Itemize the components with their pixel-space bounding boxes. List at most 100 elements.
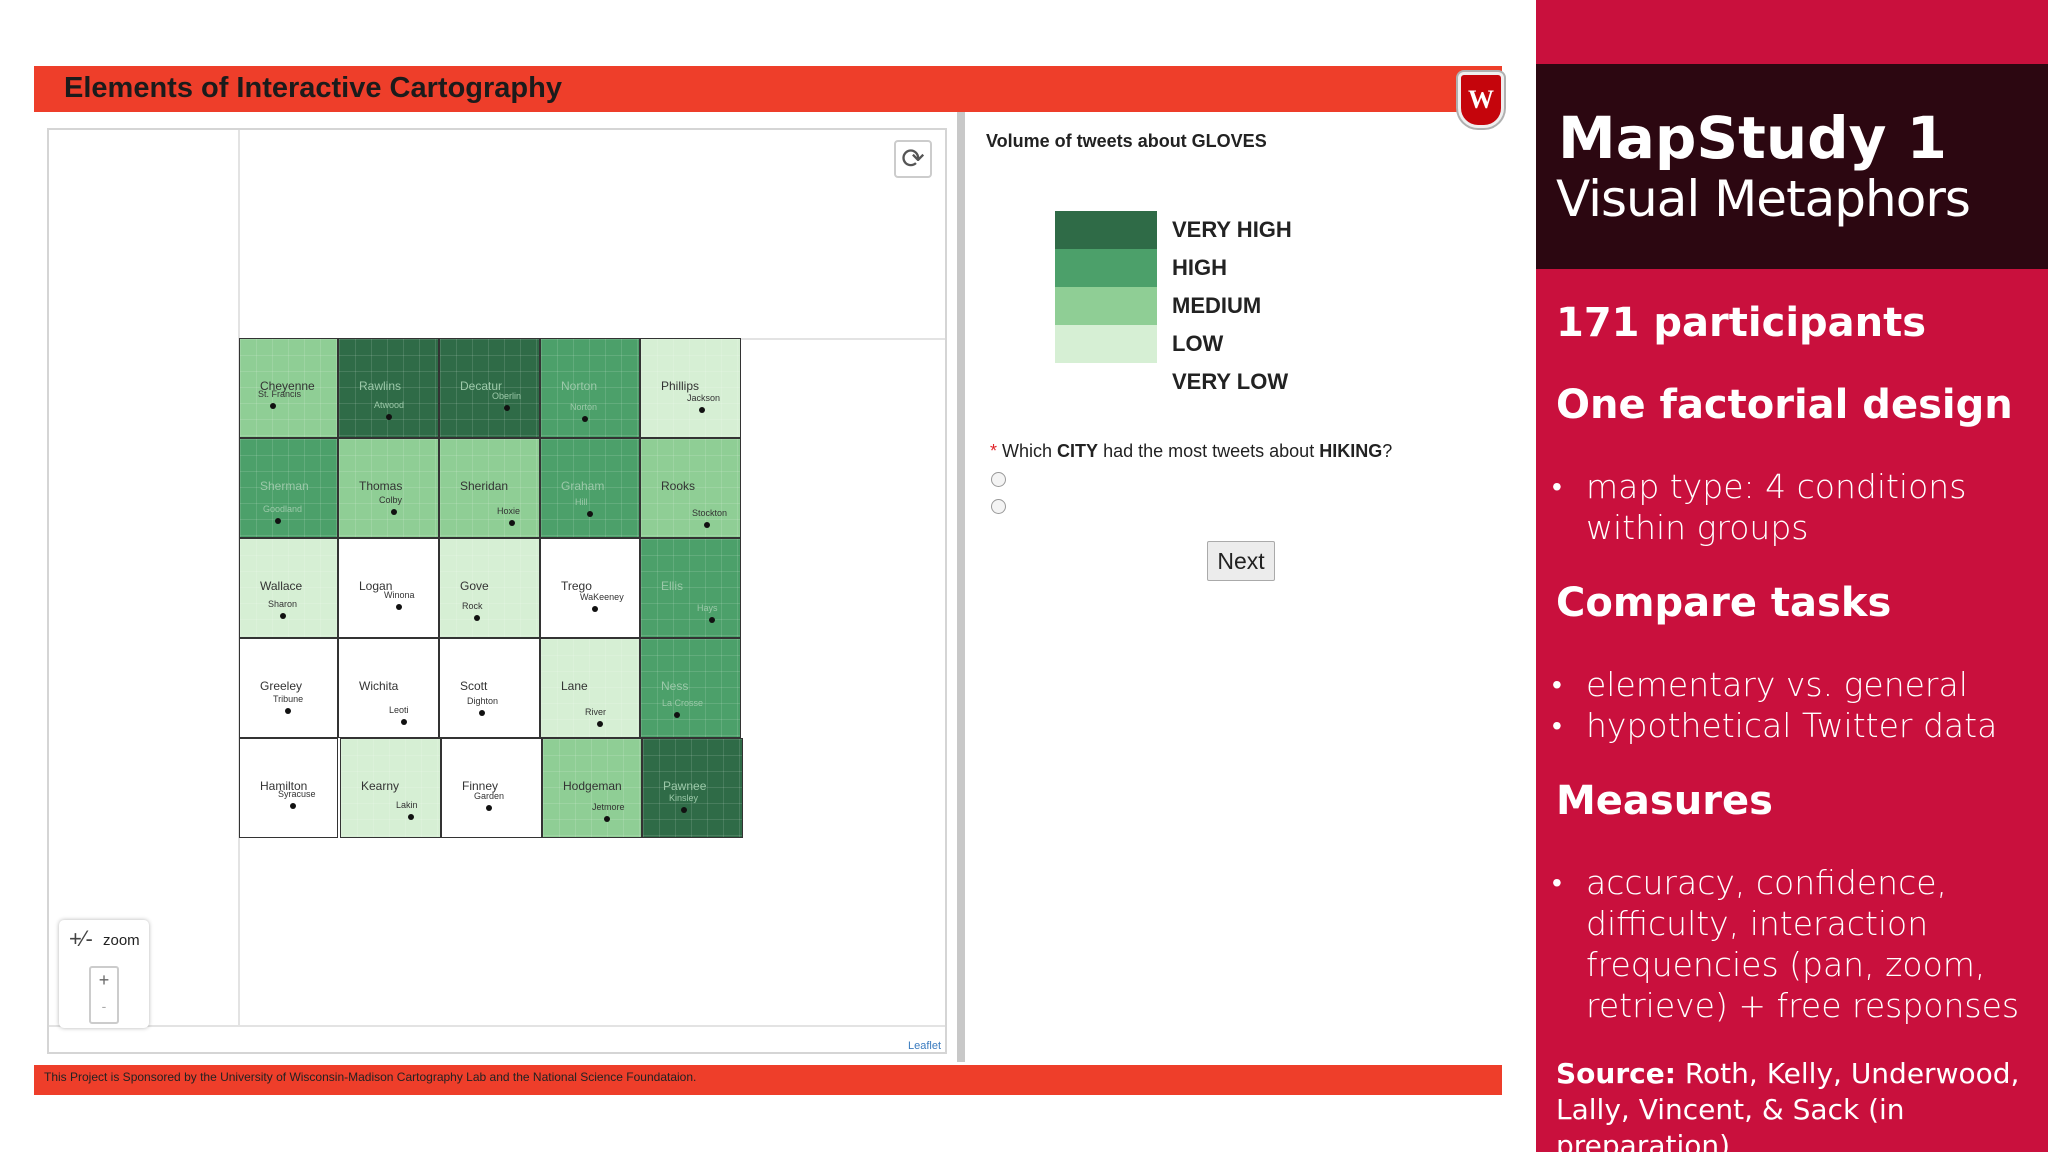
legend-swatch bbox=[1055, 287, 1157, 325]
city-marker[interactable] bbox=[408, 814, 414, 820]
city-marker[interactable] bbox=[285, 708, 291, 714]
city-marker[interactable] bbox=[597, 721, 603, 727]
city-marker[interactable] bbox=[290, 803, 296, 809]
county-scott[interactable]: Scott Dighton bbox=[439, 638, 540, 738]
county-rooks[interactable]: Rooks Stockton bbox=[640, 438, 741, 538]
county-cheyenne[interactable]: Cheyenne St. Francis bbox=[239, 338, 338, 438]
county-label: Cheyenne bbox=[260, 379, 315, 393]
city-marker[interactable] bbox=[674, 712, 680, 718]
county-wichita[interactable]: Wichita Leoti bbox=[338, 638, 439, 738]
city-label: Leoti bbox=[389, 705, 409, 715]
uw-crest-logo: W bbox=[1458, 72, 1504, 128]
answer-radio-2[interactable] bbox=[991, 499, 1006, 514]
zoom-out-button[interactable]: - bbox=[101, 998, 107, 1014]
city-label: WaKeeney bbox=[580, 592, 624, 602]
county-label: Trego bbox=[561, 579, 592, 593]
source-text: Roth, Kelly, Underwood, Lally, Vincent, … bbox=[1556, 1057, 2020, 1162]
bullet-measures: accuracy, confidence, difficulty, intera… bbox=[1552, 862, 2026, 1026]
county-label: Hamilton bbox=[260, 779, 308, 793]
zoom-control[interactable]: +⁄- zoom + - bbox=[59, 920, 149, 1028]
heading-design: One factorial design bbox=[1556, 382, 2013, 428]
legend-swatch bbox=[1055, 249, 1157, 287]
legend-label: VERY HIGH bbox=[1172, 217, 1292, 242]
county-decatur[interactable]: Decatur Oberlin bbox=[439, 338, 540, 438]
city-marker[interactable] bbox=[391, 509, 397, 515]
county-pawnee[interactable]: Pawnee Kinsley bbox=[642, 738, 743, 838]
county-ness[interactable]: Ness La Crosse bbox=[640, 638, 741, 738]
county-greeley[interactable]: Greeley Tribune bbox=[239, 638, 338, 738]
zoom-in-button[interactable]: + bbox=[98, 970, 110, 990]
county-rawlins[interactable]: Rawlins Atwood bbox=[338, 338, 439, 438]
city-label: Norton bbox=[570, 402, 598, 412]
county-kearny[interactable]: Kearny Lakin bbox=[340, 738, 441, 838]
county-label: Ellis bbox=[661, 579, 684, 593]
city-marker[interactable] bbox=[709, 617, 715, 623]
slide-info-panel: MapStudy 1 Visual Metaphors 171 particip… bbox=[1536, 0, 2048, 1162]
county-trego[interactable]: Trego WaKeeney bbox=[540, 538, 640, 638]
question-prefix: Which bbox=[1002, 441, 1058, 461]
county-lane[interactable]: Lane River bbox=[540, 638, 640, 738]
heading-participants: 171 participants bbox=[1556, 300, 1927, 346]
required-asterisk: * bbox=[990, 441, 998, 461]
city-marker[interactable] bbox=[270, 403, 276, 409]
county-thomas[interactable]: Thomas Colby bbox=[338, 438, 439, 538]
city-marker[interactable] bbox=[587, 511, 593, 517]
legend-label: LOW bbox=[1172, 331, 1224, 356]
county-sherman[interactable]: Sherman Goodland bbox=[239, 438, 338, 538]
next-button[interactable]: Next bbox=[1207, 541, 1275, 581]
city-label: Jackson bbox=[687, 393, 721, 403]
heading-measures: Measures bbox=[1556, 778, 1773, 824]
city-marker[interactable] bbox=[699, 407, 705, 413]
county-label: Sherman bbox=[260, 479, 309, 493]
county-label: Greeley bbox=[260, 679, 303, 693]
question-keyword-city: CITY bbox=[1057, 441, 1099, 461]
legend-title: Volume of tweets about GLOVES bbox=[986, 131, 1267, 151]
city-marker[interactable] bbox=[479, 710, 485, 716]
city-marker[interactable] bbox=[604, 816, 610, 822]
city-marker[interactable] bbox=[704, 522, 710, 528]
city-label: Sharon bbox=[268, 599, 298, 609]
county-ellis[interactable]: Ellis Hays bbox=[640, 538, 741, 638]
bullet-elementary: elementary vs. general bbox=[1552, 664, 2026, 705]
county-label: Graham bbox=[561, 479, 605, 493]
legend-swatch bbox=[1055, 325, 1157, 363]
zoom-slider[interactable]: + - bbox=[89, 966, 119, 1024]
city-marker[interactable] bbox=[280, 613, 286, 619]
city-marker[interactable] bbox=[681, 807, 687, 813]
city-marker[interactable] bbox=[486, 805, 492, 811]
county-graham[interactable]: Graham Hill bbox=[540, 438, 640, 538]
county-label: Decatur bbox=[460, 379, 503, 393]
leaflet-attribution-link[interactable]: Leaflet bbox=[907, 1040, 941, 1052]
answer-radio-1[interactable] bbox=[991, 472, 1006, 487]
zoom-tool-icon[interactable]: +⁄- bbox=[69, 926, 93, 951]
county-gove[interactable]: Gove Rock bbox=[439, 538, 540, 638]
question-suffix: ? bbox=[1382, 441, 1393, 461]
city-label: Stockton bbox=[692, 508, 728, 518]
county-logan[interactable]: Logan Winona bbox=[338, 538, 439, 638]
refresh-icon[interactable]: ⟳ bbox=[894, 140, 932, 178]
city-marker[interactable] bbox=[474, 615, 480, 621]
panel-divider[interactable] bbox=[957, 112, 965, 1062]
city-marker[interactable] bbox=[582, 416, 588, 422]
city-label: Hoxie bbox=[497, 506, 521, 516]
app-title: Elements of Interactive Cartography bbox=[64, 72, 562, 104]
city-marker[interactable] bbox=[504, 405, 510, 411]
county-hamilton[interactable]: Hamilton Syracuse bbox=[239, 738, 338, 838]
county-wallace[interactable]: Wallace Sharon bbox=[239, 538, 338, 638]
county-phillips[interactable]: Phillips Jackson bbox=[640, 338, 741, 438]
city-marker[interactable] bbox=[396, 604, 402, 610]
county-finney[interactable]: Finney Garden bbox=[441, 738, 542, 838]
county-sheridan[interactable]: Sheridan Hoxie bbox=[439, 438, 540, 538]
county-label: Wallace bbox=[260, 579, 303, 593]
city-marker[interactable] bbox=[386, 414, 392, 420]
city-marker[interactable] bbox=[275, 518, 281, 524]
county-label: Norton bbox=[561, 379, 598, 393]
county-hodgeman[interactable]: Hodgeman Jetmore bbox=[542, 738, 642, 838]
city-label: River bbox=[585, 707, 607, 717]
city-marker[interactable] bbox=[592, 606, 598, 612]
county-norton[interactable]: Norton Norton bbox=[540, 338, 640, 438]
map-panel[interactable]: Cheyenne St. Francis Rawlins Atwood Decatur O… bbox=[47, 128, 947, 1054]
county-label: Lane bbox=[561, 679, 588, 693]
city-marker[interactable] bbox=[401, 719, 407, 725]
city-marker[interactable] bbox=[509, 520, 515, 526]
